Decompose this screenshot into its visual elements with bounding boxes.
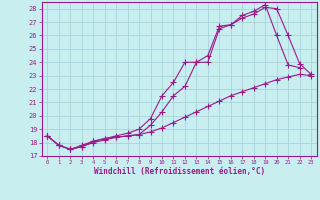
X-axis label: Windchill (Refroidissement éolien,°C): Windchill (Refroidissement éolien,°C) (94, 167, 265, 176)
